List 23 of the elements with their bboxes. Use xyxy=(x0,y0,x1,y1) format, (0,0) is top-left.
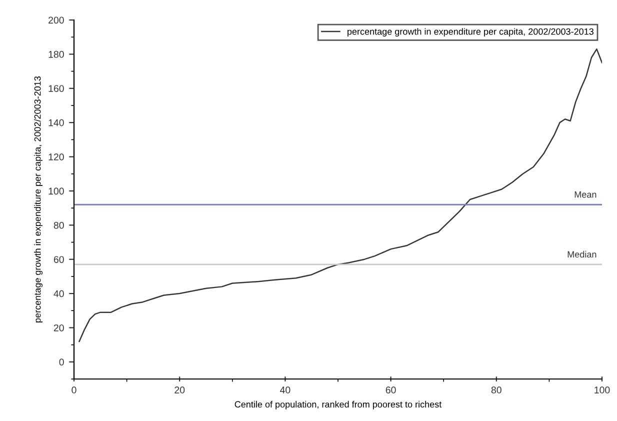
x-tick-label: 20 xyxy=(174,386,185,394)
y-tick-label: 0 xyxy=(59,358,64,366)
y-tick-label: 180 xyxy=(48,50,64,58)
y-tick-label: 100 xyxy=(48,188,64,195)
y-tick-label: 160 xyxy=(48,85,64,92)
x-tick-label: 60 xyxy=(386,386,396,394)
x-tick-label: 100 xyxy=(594,386,610,394)
x-tick-label: 40 xyxy=(280,386,290,394)
x-axis-title: Centile of population, ranked from poorest to richest xyxy=(234,400,442,410)
y-tick-label: 40 xyxy=(54,290,64,298)
y-tick-label: 120 xyxy=(48,153,64,160)
y-tick-label: 60 xyxy=(54,256,64,263)
y-axis-title: percentage growth in expenditure per capita, 2002/2003-2013 xyxy=(34,76,43,322)
x-tick-label: 80 xyxy=(491,386,502,394)
line-series xyxy=(78,48,602,342)
x-tick-label: 0 xyxy=(72,386,76,394)
legend-label: percentage growth in expenditure per capita, 2002/2003-2013 xyxy=(348,28,594,37)
ref-line-label: Median xyxy=(568,250,596,258)
y-tick-label: 80 xyxy=(54,222,64,229)
y-tick-label: 140 xyxy=(48,119,64,126)
y-tick-label: 20 xyxy=(54,324,64,332)
ref-line-label: Mean xyxy=(574,191,596,198)
y-tick-label: 200 xyxy=(48,16,64,24)
